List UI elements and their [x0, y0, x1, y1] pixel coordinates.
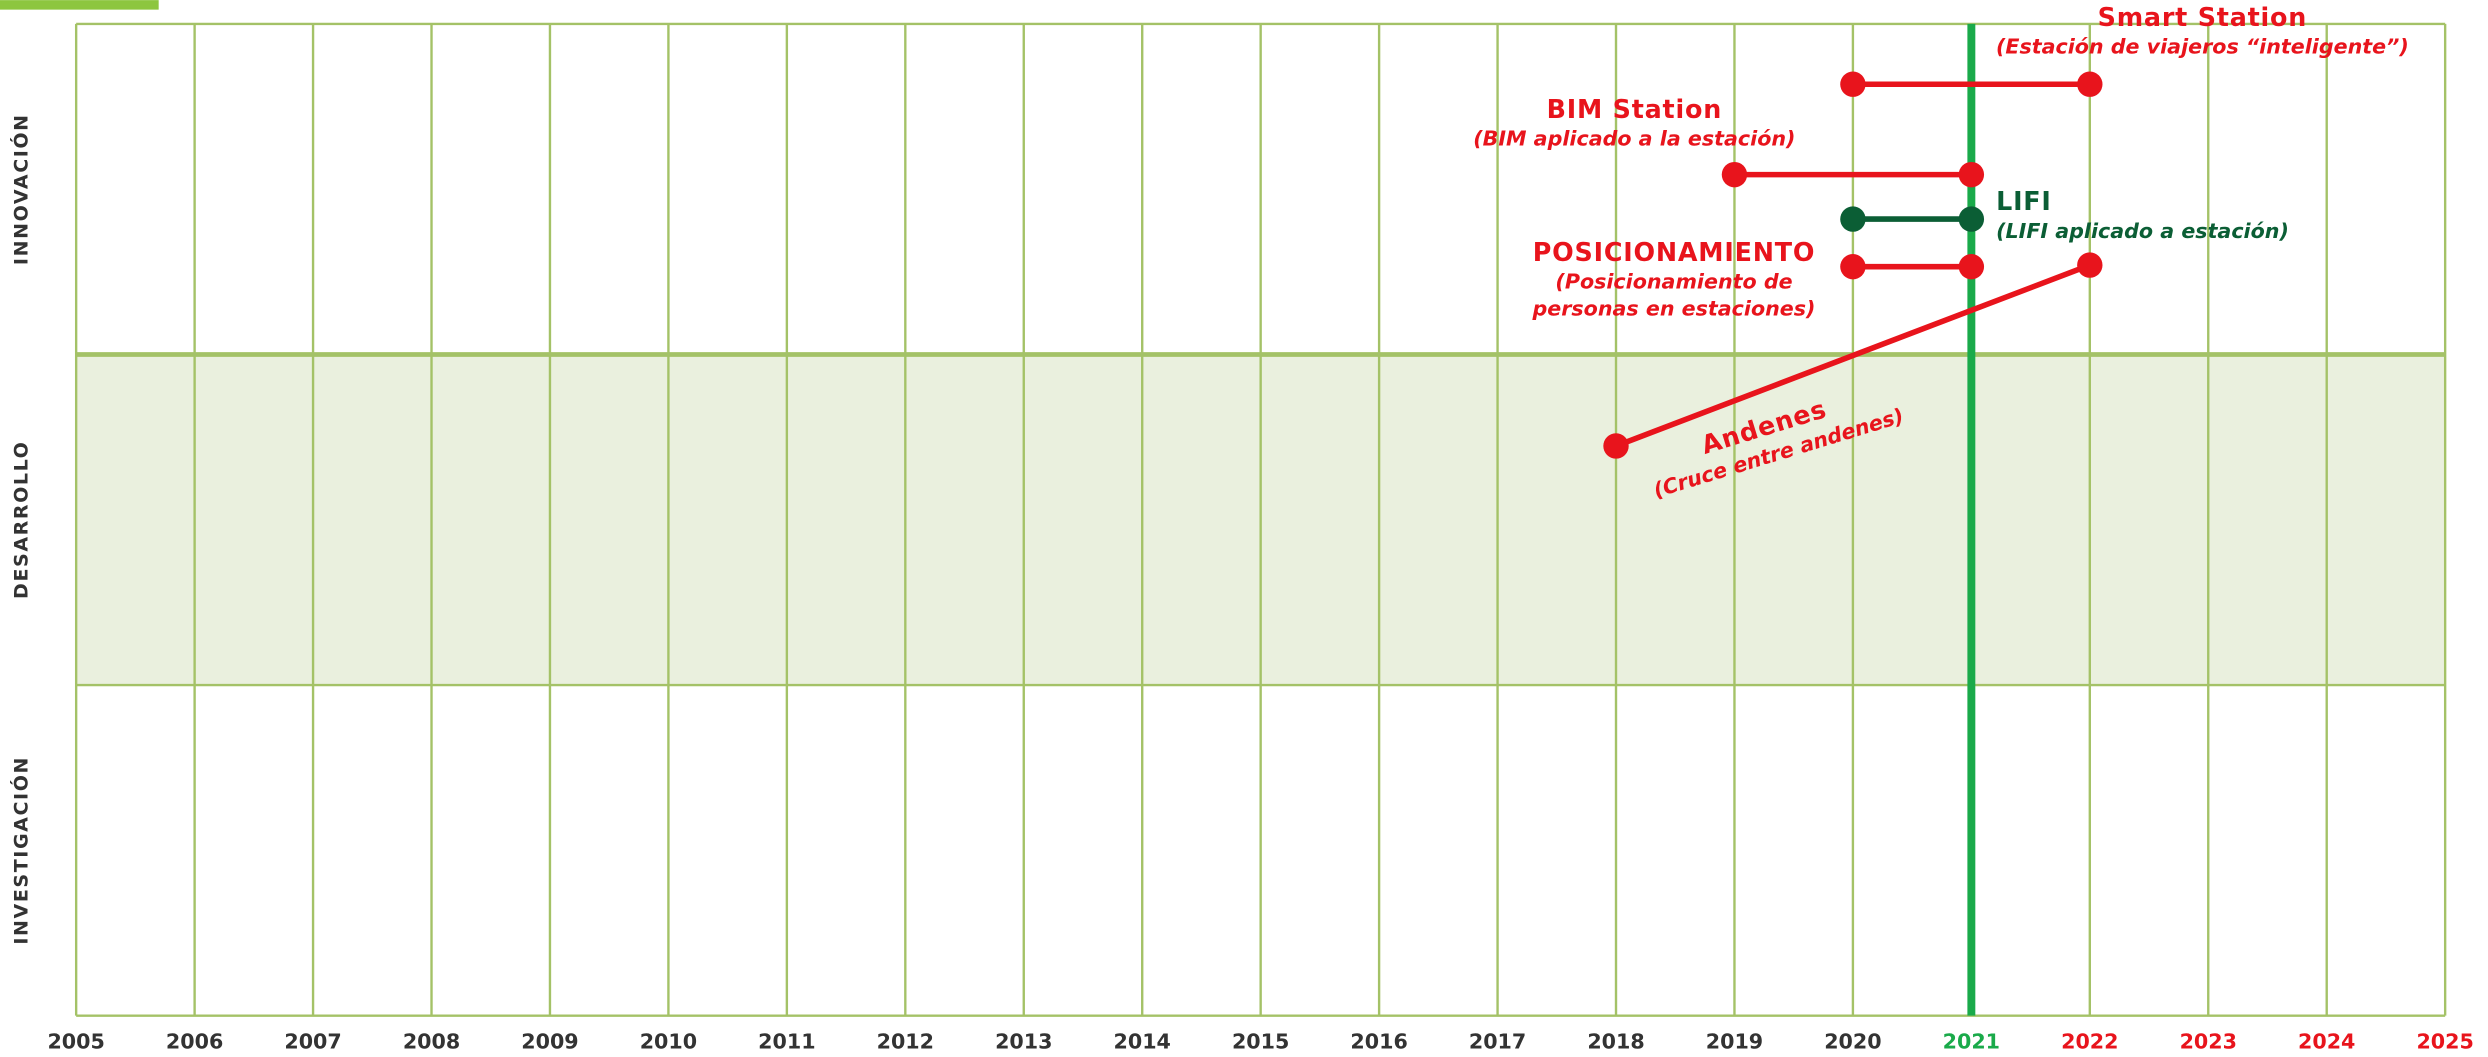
item-label: POSICIONAMIENTO (Posicionamiento de person…: [1532, 237, 1816, 321]
item-subtitle: (Posicionamiento de: [1555, 270, 1792, 294]
x-tick-label: 2014: [1114, 1030, 1171, 1054]
item-subtitle: personas en estaciones): [1532, 297, 1816, 321]
x-tick-label: 2011: [758, 1030, 815, 1054]
row-label: INVESTIGACIÓN: [9, 756, 33, 945]
item-start: [1840, 253, 1866, 280]
x-tick-label: 2010: [640, 1030, 697, 1054]
x-tick-label: 2008: [403, 1030, 460, 1054]
item-name: POSICIONAMIENTO: [1533, 237, 1815, 267]
item-end: [2077, 71, 2103, 97]
row-label: INNOVACIÓN: [9, 113, 33, 265]
item-start: [1840, 71, 1866, 97]
x-tick-label: 2019: [1706, 1030, 1763, 1054]
item-label: BIM Station (BIM aplicado a la estación): [1473, 94, 1795, 151]
x-tick-label: 2013: [995, 1030, 1052, 1054]
x-tick-label: 2024: [2298, 1030, 2355, 1054]
item-line: [1615, 262, 2091, 449]
item-label: LIFI (LIFI aplicado a estación): [1996, 186, 2289, 243]
x-tick-label: 2005: [47, 1030, 104, 1054]
item-end: [1958, 161, 1985, 188]
x-tick-label: 2021: [1943, 1030, 2000, 1054]
x-tick-label: 2006: [166, 1030, 223, 1054]
x-tick-label: 2012: [877, 1030, 934, 1054]
item-start: [1603, 433, 1629, 459]
item-end: [1958, 206, 1985, 232]
x-tick-label: 2007: [284, 1030, 341, 1054]
x-tick-label: 2025: [2416, 1030, 2473, 1054]
item-name: LIFI: [1996, 186, 2052, 216]
item-start: [1840, 206, 1866, 232]
x-tick-label: 2015: [1232, 1030, 1289, 1054]
item-subtitle: (LIFI aplicado a estación): [1996, 219, 2289, 243]
item-name: Smart Station: [2098, 2, 2307, 32]
item-start: [1721, 161, 1748, 188]
item-name: BIM Station: [1547, 94, 1722, 124]
item-subtitle: (BIM aplicado a la estación): [1473, 127, 1795, 151]
x-tick-label: 2018: [1587, 1030, 1644, 1054]
x-tick-label: 2016: [1350, 1030, 1407, 1054]
item-subtitle: (Estación de viajeros “inteligente”): [1996, 35, 2409, 59]
corner-tab: [0, 0, 159, 10]
x-tick-label: 2020: [1824, 1030, 1881, 1054]
row-label: DESARROLLO: [11, 441, 33, 599]
item-end: [2077, 252, 2103, 278]
item-label: Smart Station (Estación de viajeros “inte…: [1996, 2, 2409, 59]
x-tick-label: 2017: [1469, 1030, 1526, 1054]
x-tick-label: 2022: [2061, 1030, 2118, 1054]
x-tick-label: 2023: [2180, 1030, 2237, 1054]
item-end: [1958, 253, 1985, 280]
x-tick-label: 2009: [521, 1030, 578, 1054]
